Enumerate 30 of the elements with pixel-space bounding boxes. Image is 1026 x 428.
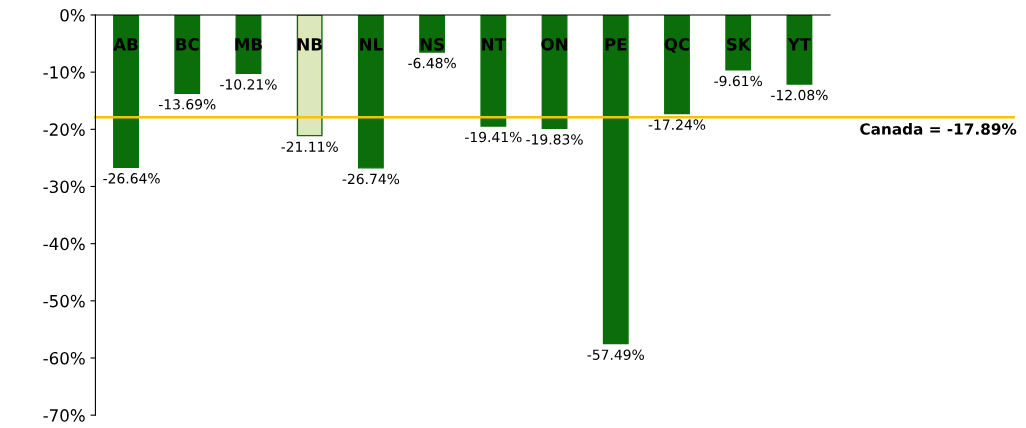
x-tick-label: BC bbox=[176, 38, 199, 51]
y-tick-label: -70% bbox=[43, 409, 85, 422]
x-tick-label: YT bbox=[787, 38, 812, 51]
x-tick-label: AB bbox=[113, 38, 138, 51]
data-label: -10.21% bbox=[220, 79, 277, 90]
data-label: -26.64% bbox=[103, 173, 160, 184]
y-tick-label: -20% bbox=[43, 123, 85, 136]
data-label: -21.11% bbox=[281, 141, 338, 152]
data-label: -57.49% bbox=[587, 349, 644, 360]
x-tick-label: PE bbox=[605, 38, 627, 51]
x-tick-label: NS bbox=[420, 38, 444, 51]
data-label: -12.08% bbox=[771, 89, 828, 101]
x-tick-label: NT bbox=[482, 38, 506, 51]
x-tick-label: SK bbox=[726, 38, 752, 51]
data-label: -26.74% bbox=[342, 173, 400, 185]
data-label: -13.69% bbox=[158, 99, 216, 110]
x-tick-label: QC bbox=[664, 38, 690, 53]
y-tick-label: -30% bbox=[43, 180, 85, 194]
y-tick-label: -50% bbox=[43, 294, 85, 308]
ref-line-label: Canada = -17.89% bbox=[860, 122, 1017, 135]
x-tick-label: NL bbox=[360, 38, 383, 51]
y-tick-label: -40% bbox=[43, 237, 85, 251]
y-tick-label: -10% bbox=[43, 66, 85, 79]
data-label: -19.83% bbox=[526, 134, 583, 145]
data-label: -17.24% bbox=[648, 119, 706, 130]
y-tick-label: 0% bbox=[60, 8, 85, 22]
y-tick-label: -60% bbox=[43, 351, 85, 365]
data-label: -6.48% bbox=[408, 57, 456, 69]
data-label: -9.61% bbox=[714, 75, 763, 87]
data-label: -19.41% bbox=[465, 131, 522, 143]
